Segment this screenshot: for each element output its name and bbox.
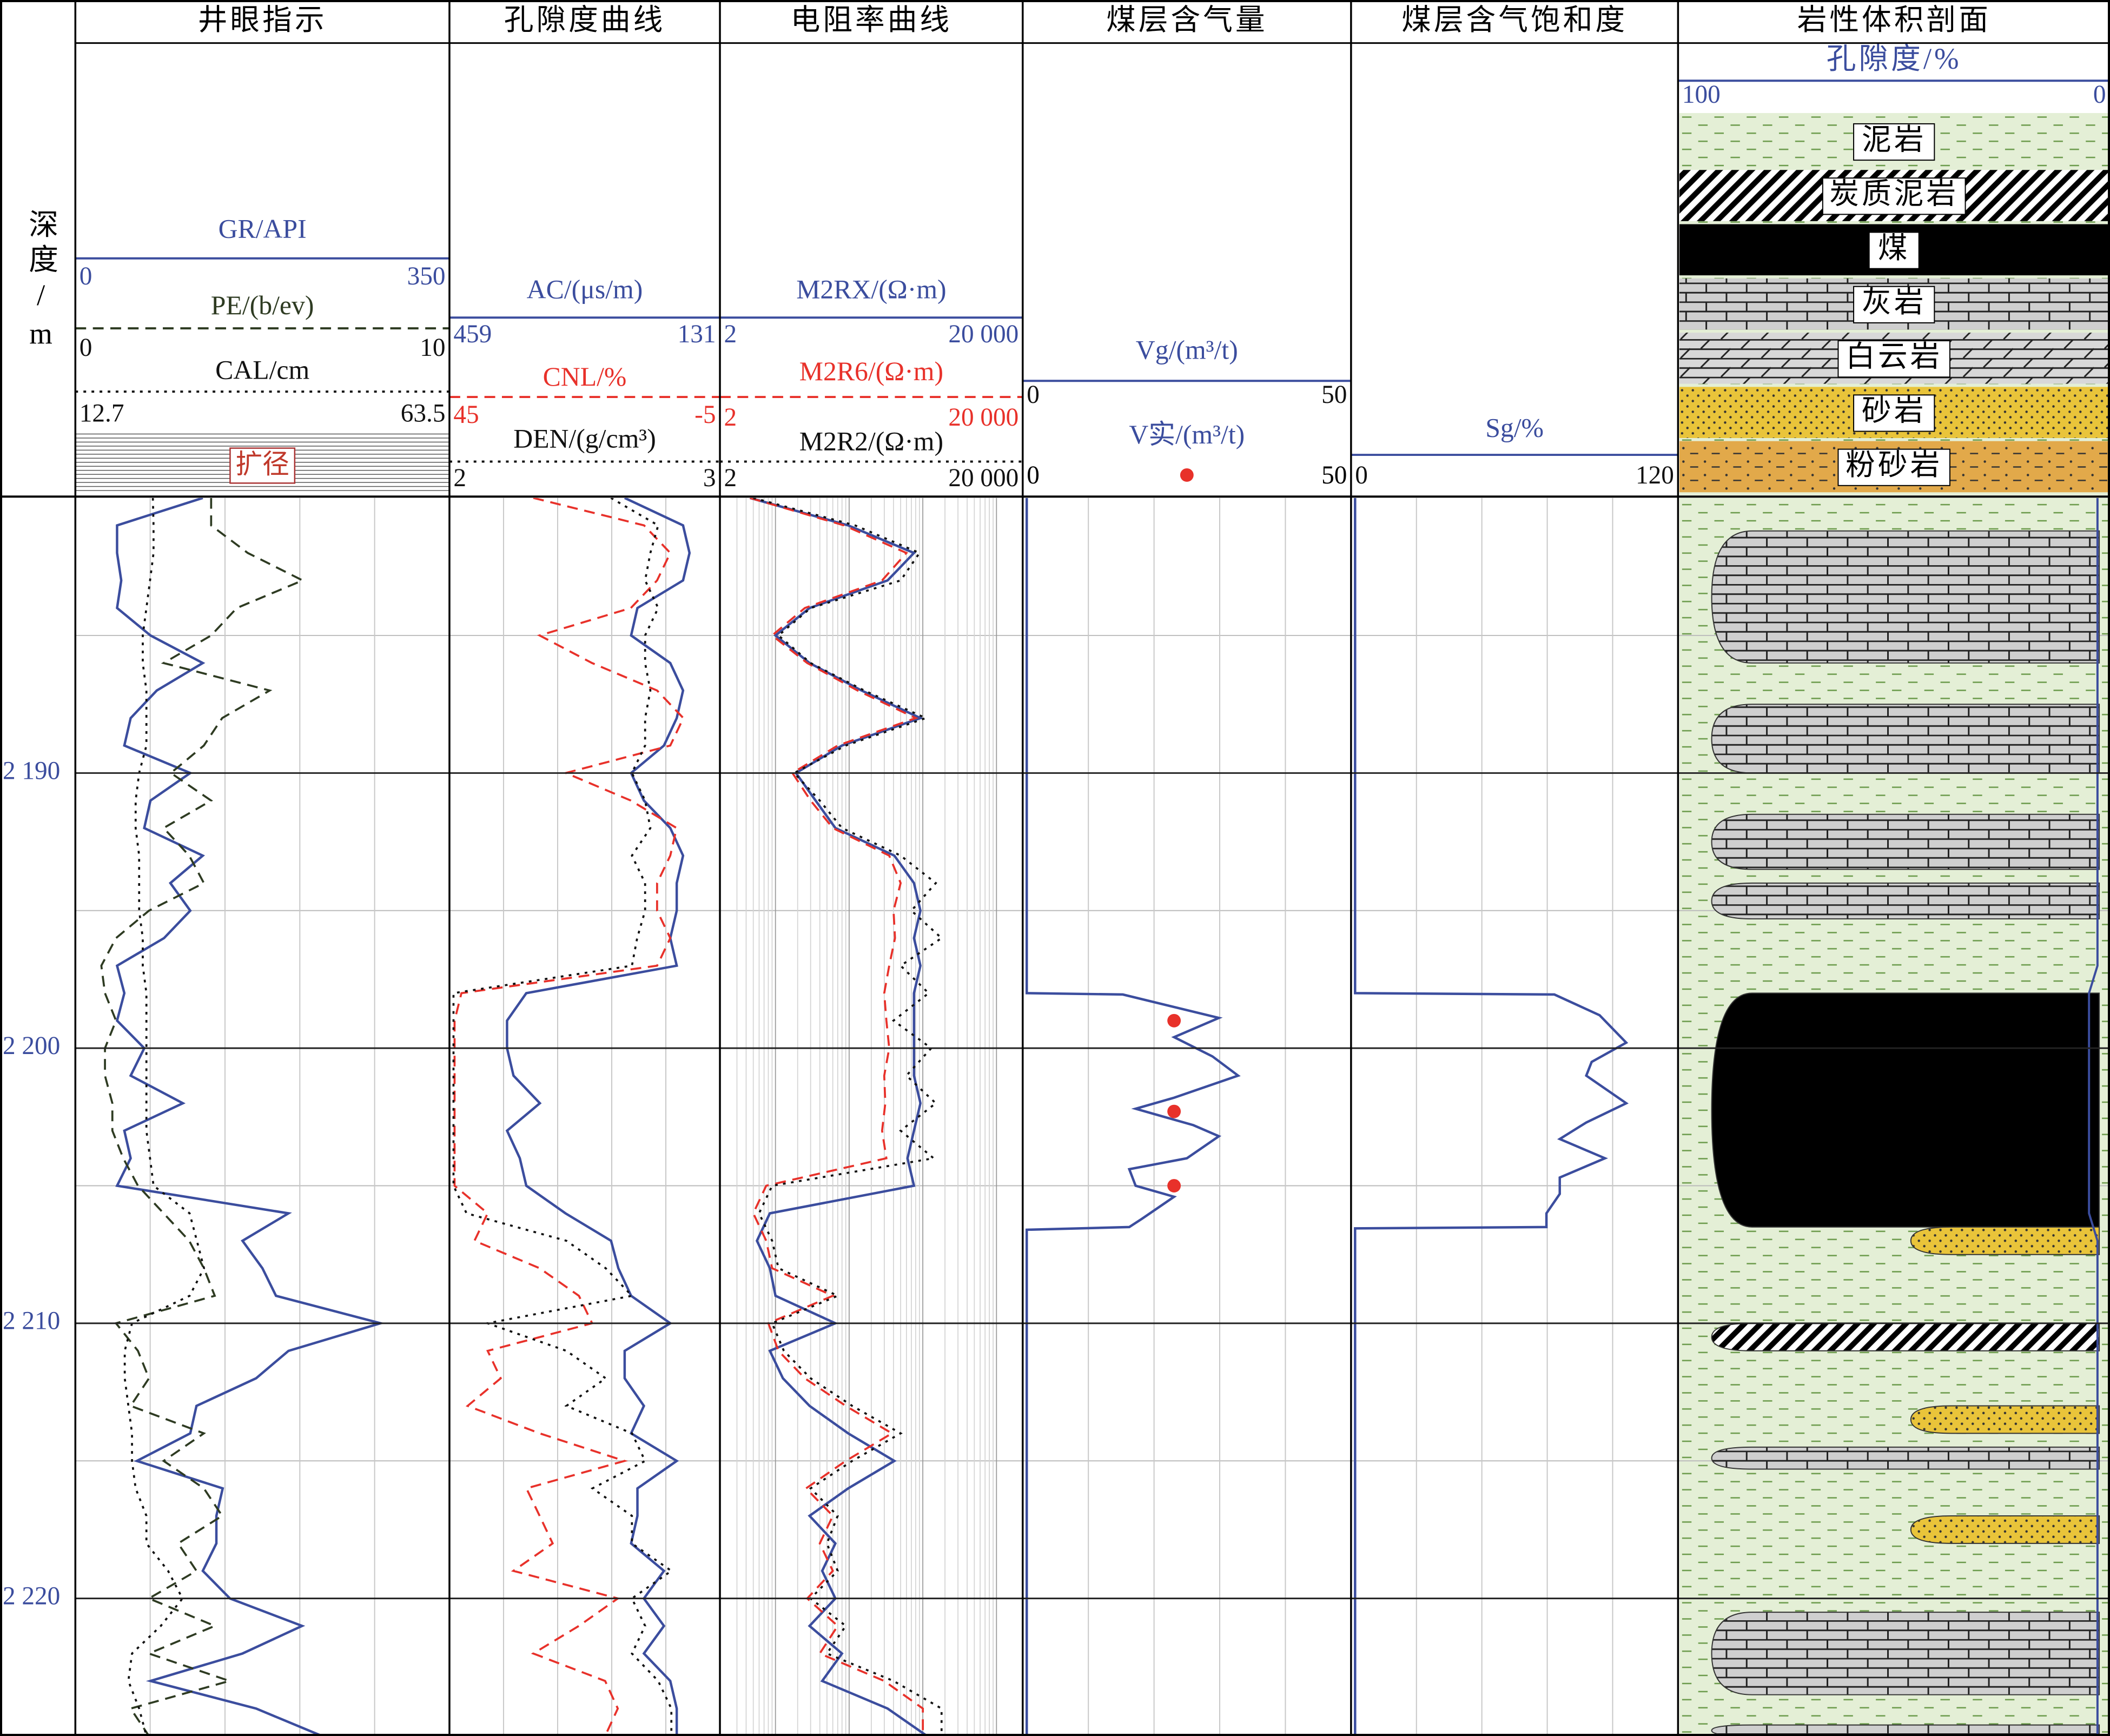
scale-tick-label: 10 xyxy=(420,334,445,362)
legend-label: 煤 xyxy=(1878,231,1910,264)
track-title: 孔隙度曲线 xyxy=(504,3,665,36)
lithology-layer xyxy=(1711,704,2100,774)
measured-point xyxy=(1167,1013,1181,1028)
scale-tick-label: 0 xyxy=(2093,81,2106,109)
lithology-layer xyxy=(1910,1515,2100,1544)
log-curve xyxy=(1026,498,1241,1736)
lithology-layer xyxy=(1711,1446,2100,1470)
curve-name: M2R6/(Ω·m) xyxy=(799,356,943,386)
scale-tick-label: 131 xyxy=(678,320,716,348)
track-title: 岩性体积剖面 xyxy=(1797,3,1991,36)
lithology-layer xyxy=(1711,530,2100,664)
log-curve xyxy=(452,498,673,1736)
scale-tick-label: 0 xyxy=(1027,461,1040,489)
depth-tick-label: 2 200 xyxy=(3,1032,60,1060)
curve-name: M2RX/(Ω·m) xyxy=(796,274,946,304)
depth-tick-label: 2 220 xyxy=(3,1582,60,1610)
track-title: 井眼指示 xyxy=(198,3,327,36)
curve-name: PE/(b/ev) xyxy=(211,290,314,320)
scale-tick-label: 2 xyxy=(724,464,737,492)
curve-name: Vg/(m³/t) xyxy=(1136,335,1238,365)
legend-label-box xyxy=(1822,177,1966,215)
points-legend-symbol xyxy=(1180,468,1194,482)
scale-tick-label: 2 xyxy=(453,464,466,492)
legend-label: 砂岩 xyxy=(1862,394,1926,427)
legend-label: 白云岩 xyxy=(1846,340,1942,373)
legend-label-box xyxy=(1837,448,1950,486)
scale-tick-label: 0 xyxy=(80,262,92,290)
legend-label-box xyxy=(1837,340,1950,378)
annotation: 扩径 xyxy=(235,449,289,479)
lithology-layer xyxy=(1711,992,2100,1228)
log-curve xyxy=(749,498,924,1736)
scale-tick-label: 50 xyxy=(1321,461,1347,489)
log-curve xyxy=(749,498,928,1736)
scale-tick-label: 20 000 xyxy=(948,320,1018,348)
legend-label-box xyxy=(1853,286,1935,323)
legend-label-box xyxy=(1868,231,1920,269)
scale-tick-label: 2 xyxy=(724,403,737,432)
measured-point xyxy=(1167,1104,1181,1118)
depth-label: 深度/m xyxy=(24,209,57,355)
annotation-box xyxy=(229,447,296,484)
points-name: V实/(m³/t) xyxy=(1129,420,1245,449)
legend-label-box xyxy=(1853,394,1935,432)
log-curve xyxy=(753,498,943,1736)
scale-tick-label: 120 xyxy=(1636,461,1674,489)
curve-name: M2R2/(Ω·m) xyxy=(799,427,943,456)
lithology-layer xyxy=(1711,813,2100,870)
scale-tick-label: 2 xyxy=(724,320,737,348)
scale-tick-label: 0 xyxy=(1355,461,1368,489)
scale-tick-label: 0 xyxy=(1027,381,1040,409)
depth-tick-label: 2 190 xyxy=(3,757,60,785)
track-title: 煤层含气量 xyxy=(1106,3,1267,36)
curve-name: CNL/% xyxy=(543,362,627,392)
track-title: 煤层含气饱和度 xyxy=(1401,3,1628,36)
lithology-layer xyxy=(1910,1226,2100,1255)
log-curve xyxy=(115,498,385,1736)
legend-label-box xyxy=(1853,123,1935,161)
porosity-curve xyxy=(2088,498,2099,1736)
legend-label: 泥岩 xyxy=(1862,123,1926,156)
legend-label: 粉砂岩 xyxy=(1846,448,1942,481)
measured-point xyxy=(1167,1179,1181,1192)
curve-name: AC/(μs/m) xyxy=(527,274,643,304)
curve-name: GR/API xyxy=(219,214,307,243)
scale-tick-label: 100 xyxy=(1682,81,1721,109)
log-curve xyxy=(100,498,305,1736)
scale-tick-label: 20 000 xyxy=(948,403,1018,432)
lithology-layer xyxy=(1711,1612,2100,1695)
scale-tick-label: -5 xyxy=(694,401,716,429)
log-curve xyxy=(1354,498,1629,1736)
scale-tick-label: 459 xyxy=(453,320,492,348)
legend-label: 炭质泥岩 xyxy=(1829,177,1959,210)
depth-tick-label: 2 210 xyxy=(3,1307,60,1335)
lithology-layer xyxy=(1711,1322,2100,1351)
scale-tick-label: 3 xyxy=(703,464,716,492)
curve-name: DEN/(g/cm³) xyxy=(513,424,656,454)
curve-name: Sg/% xyxy=(1485,413,1544,443)
curve-name: CAL/cm xyxy=(215,355,309,385)
scale-tick-label: 63.5 xyxy=(401,400,446,428)
scale-tick-label: 45 xyxy=(453,401,479,429)
log-curve xyxy=(123,498,206,1736)
scale-tick-label: 12.7 xyxy=(80,400,124,428)
log-curve xyxy=(453,498,685,1736)
scale-tick-label: 20 000 xyxy=(948,464,1018,492)
legend-label: 灰岩 xyxy=(1862,286,1926,319)
data-layer xyxy=(100,498,2100,1736)
porosity-name: 孔隙度/% xyxy=(1827,42,1962,75)
scale-tick-label: 0 xyxy=(80,334,92,362)
track-title: 电阻率曲线 xyxy=(791,3,952,36)
scale-tick-label: 350 xyxy=(407,262,446,290)
lithology-layer xyxy=(1910,1405,2100,1434)
log-curve xyxy=(505,498,691,1736)
lithology-layer xyxy=(1711,882,2100,920)
scale-tick-label: 50 xyxy=(1321,381,1347,409)
